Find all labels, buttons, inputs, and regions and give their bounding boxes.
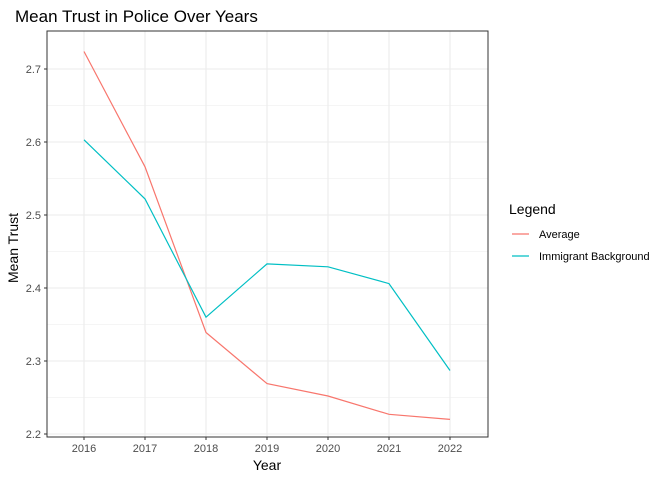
x-tick-label: 2018 bbox=[194, 443, 218, 455]
x-axis: 2016 2017 2018 2019 2020 2021 2022 bbox=[72, 437, 462, 455]
y-tick-label: 2.6 bbox=[26, 137, 41, 149]
y-axis-title: Mean Trust bbox=[5, 213, 21, 283]
y-tick-label: 2.4 bbox=[26, 283, 41, 295]
legend-label: Average bbox=[539, 229, 580, 241]
grid bbox=[47, 31, 488, 437]
x-tick-label: 2021 bbox=[377, 443, 401, 455]
x-tick-label: 2019 bbox=[255, 443, 279, 455]
chart-title: Mean Trust in Police Over Years bbox=[15, 7, 258, 26]
legend: Legend Average Immigrant Background bbox=[509, 201, 650, 263]
y-tick-label: 2.5 bbox=[26, 210, 41, 222]
y-tick-label: 2.3 bbox=[26, 356, 41, 368]
x-tick-label: 2020 bbox=[316, 443, 340, 455]
y-tick-label: 2.7 bbox=[26, 64, 41, 76]
y-tick-label: 2.2 bbox=[26, 429, 41, 441]
x-tick-label: 2016 bbox=[72, 443, 96, 455]
x-axis-title: Year bbox=[253, 457, 282, 473]
x-tick-label: 2017 bbox=[133, 443, 157, 455]
y-axis: 2.2 2.3 2.4 2.5 2.6 2.7 bbox=[26, 64, 47, 441]
series-group bbox=[83, 51, 451, 420]
x-tick-label: 2022 bbox=[438, 443, 462, 455]
legend-title: Legend bbox=[509, 201, 556, 217]
series-line bbox=[83, 139, 451, 371]
legend-label: Immigrant Background bbox=[539, 251, 650, 263]
series-line bbox=[83, 51, 451, 420]
